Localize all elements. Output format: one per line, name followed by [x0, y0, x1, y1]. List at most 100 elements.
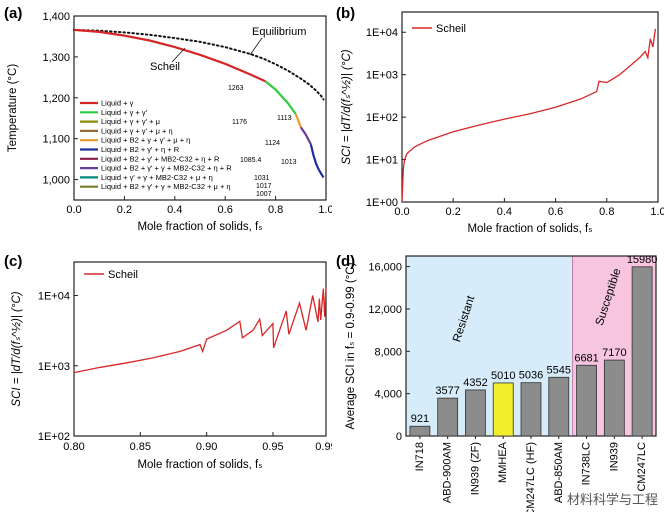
temperature-annotation: 1017 [256, 183, 272, 190]
x-tick-label: 0.95 [262, 441, 283, 453]
scheil-curve-segment [309, 144, 325, 179]
y-tick-label: 1,100 [42, 134, 70, 146]
bar [465, 389, 486, 437]
y-tick-label: 1E+01 [366, 155, 398, 167]
legend-label: Liquid + B2 + γ + γ' + μ + η [101, 136, 190, 145]
x-axis-label: Mole fraction of solids, fₛ [137, 459, 262, 471]
annotation-arrow [249, 37, 263, 56]
y-tick-label: 1E+02 [366, 112, 398, 124]
x-tick-label: 0.8 [268, 204, 283, 216]
y-tick-label: 1,200 [42, 93, 70, 105]
bar [603, 359, 625, 437]
equilibrium-curve [73, 28, 325, 101]
bar-value-label: 921 [411, 413, 429, 425]
bar [437, 397, 459, 437]
x-tick-label: 0.0 [66, 204, 81, 216]
y-tick-label: 1,300 [42, 52, 70, 64]
y-axis-label: Temperature (°C) [7, 64, 19, 152]
y-tick-label: 8,000 [374, 346, 402, 358]
bar [576, 364, 597, 437]
y-tick-label: 1E+03 [366, 70, 398, 82]
equilibrium-annotation: Equilibrium [252, 26, 306, 38]
x-tick-label: 0.8 [599, 206, 614, 218]
bar [631, 266, 653, 437]
y-tick-label: 1E+03 [38, 361, 70, 373]
scheil-curve-segment [264, 80, 297, 115]
x-axis-label: Mole fraction of solids, fₛ [467, 223, 592, 235]
y-tick-label: 4,000 [374, 389, 402, 401]
legend-label: Scheil [436, 23, 466, 35]
legend-label: Liquid + B2 + γ' + γ + MB2-C32 + η + R [101, 164, 232, 173]
y-tick-label: 1,400 [42, 11, 70, 23]
bar-value-label: 3577 [435, 385, 459, 397]
y-tick-label: 1E+04 [366, 27, 398, 39]
x-tick-label: ABD-900AM [442, 442, 454, 503]
temperature-annotation: 1013 [281, 159, 297, 166]
bar-value-label: 5036 [519, 370, 543, 382]
y-axis-label: SCI = |dT/d(fₛ^½)| (°C) [11, 291, 23, 406]
y-tick-label: 1E+00 [366, 197, 398, 209]
bar [492, 382, 514, 437]
legend-label: Liquid + γ + γ' + μ + η [101, 126, 173, 135]
bar-value-label: 4352 [463, 377, 487, 389]
plot-frame [401, 11, 659, 203]
temperature-annotation: 1085.4 [240, 157, 262, 164]
panel-a-label: (a) [4, 5, 22, 22]
x-tick-label: 1.0 [650, 206, 664, 218]
bar-value-label: 5545 [547, 364, 571, 376]
plot-frame [73, 261, 327, 437]
legend-label: Liquid + B2 + γ' + MB2-C32 + η + R [101, 154, 220, 163]
x-tick-label: 0.80 [63, 441, 84, 453]
x-tick-label: IN738LC [581, 442, 593, 485]
legend-label: Liquid + B2 + γ' + γ + MB2-C32 + μ + η [101, 182, 231, 191]
x-tick-label: 0.4 [167, 204, 182, 216]
legend-label: Scheil [108, 269, 138, 281]
legend-label: Liquid + γ [101, 99, 134, 108]
temperature-annotation: 1007 [256, 191, 272, 198]
scheil-curve-segment [299, 126, 312, 145]
x-tick-label: 0.2 [117, 204, 132, 216]
bar-value-label: 15980 [627, 254, 658, 266]
x-axis-label: Mole fraction of solids, fₛ [137, 221, 262, 233]
temperature-annotation: 1124 [265, 140, 280, 147]
annotation-arrow [171, 47, 186, 63]
temperature-annotation: 1263 [228, 85, 244, 92]
bar [409, 425, 431, 437]
bar-value-label: 5010 [491, 370, 515, 382]
x-tick-label: 0.0 [394, 206, 409, 218]
temperature-annotation: 1113 [277, 115, 292, 122]
legend-label: Liquid + γ + γ' [101, 108, 148, 117]
scheil-curve-segment [294, 113, 302, 128]
legend-label: Liquid + B2 + γ' + η + R [101, 145, 180, 154]
scheil-sci-curve [401, 28, 657, 203]
y-axis-label: Average SCI in fₛ = 0.9-0.99 (°C) [345, 262, 357, 429]
x-tick-label: CM247LC (HF) [525, 442, 537, 512]
scheil-sci-curve [73, 287, 327, 374]
scheil-curve-segment [73, 28, 266, 83]
temperature-annotation: 1031 [254, 175, 270, 182]
y-tick-label: 16,000 [368, 262, 402, 274]
legend-label: Liquid + γ + γ' + μ [101, 117, 160, 126]
panel-d-chart: (d) Resistant Susceptible04,0008,00012,00… [336, 253, 658, 512]
bar-value-label: 6681 [574, 352, 598, 364]
x-tick-label: CM247LC [636, 442, 648, 492]
temperature-annotation: 1176 [232, 119, 247, 126]
plot-frame [73, 15, 327, 201]
panel-d-label: (d) [336, 253, 355, 270]
y-tick-label: 0 [396, 431, 402, 443]
y-tick-label: 12,000 [368, 304, 402, 316]
y-tick-label: 1,000 [42, 175, 70, 187]
x-tick-label: ABD-850AM [553, 442, 565, 503]
y-tick-label: 1E+04 [38, 291, 70, 303]
watermark-text: 材料科学与工程 [566, 493, 658, 508]
x-tick-label: 0.4 [497, 206, 512, 218]
panel-b-chart: (b) 0.0 0.2 0.4 0.6 0.8 1.0 1E+00 1E+01 1E+02 1E+… [336, 5, 664, 235]
x-tick-label: 0.85 [130, 441, 151, 453]
x-tick-label: IN718 [414, 442, 426, 471]
x-tick-label: 0.6 [218, 204, 233, 216]
bar-value-label: 7170 [602, 347, 626, 359]
region-band [406, 256, 573, 436]
panel-c-chart: (c) 0.80 0.85 0.90 0.95 0.99 1E+02 1E+03 1E+04 M… [4, 253, 332, 471]
scheil-annotation: Scheil [150, 61, 180, 73]
y-tick-label: 1E+02 [38, 431, 70, 443]
